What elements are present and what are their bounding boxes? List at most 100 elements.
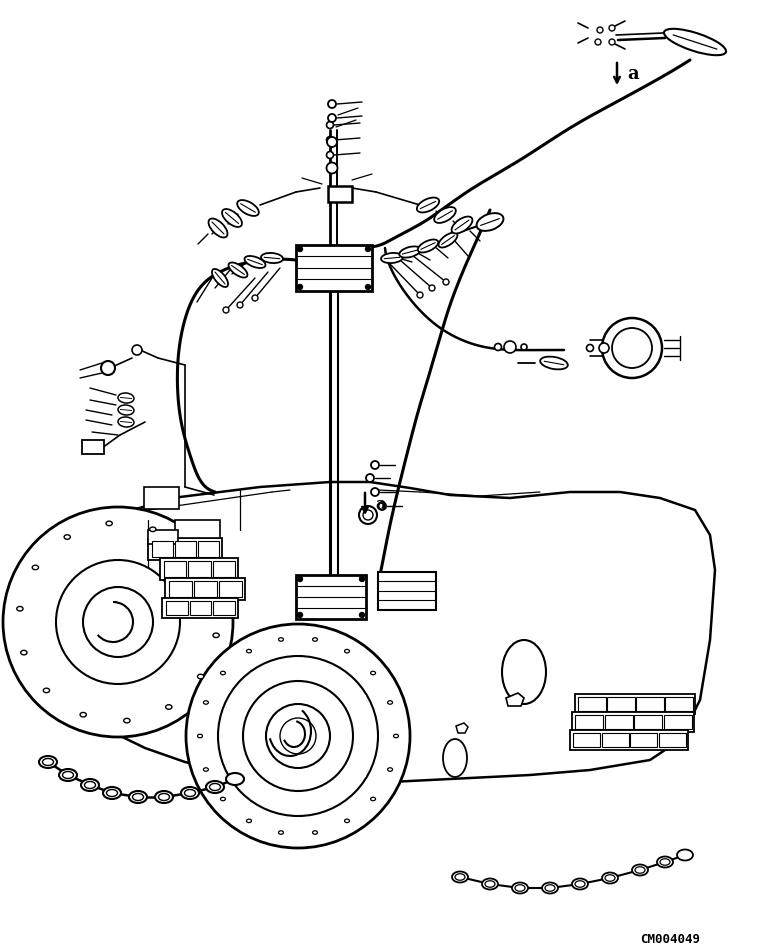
Ellipse shape xyxy=(439,233,457,248)
Bar xyxy=(190,601,211,615)
Bar xyxy=(572,712,694,732)
Ellipse shape xyxy=(540,357,568,369)
Bar xyxy=(175,520,220,538)
Circle shape xyxy=(429,285,435,291)
Bar xyxy=(160,558,238,580)
Circle shape xyxy=(327,137,334,143)
Circle shape xyxy=(366,474,374,482)
Circle shape xyxy=(371,488,379,496)
Ellipse shape xyxy=(129,791,147,803)
Ellipse shape xyxy=(210,784,221,791)
Circle shape xyxy=(504,341,516,353)
Bar xyxy=(604,715,632,729)
Circle shape xyxy=(237,302,243,308)
Ellipse shape xyxy=(212,269,228,287)
Ellipse shape xyxy=(313,638,317,642)
Text: a: a xyxy=(627,65,639,83)
Ellipse shape xyxy=(132,793,143,801)
Bar xyxy=(296,575,366,619)
Circle shape xyxy=(328,100,336,108)
Ellipse shape xyxy=(228,263,248,277)
Ellipse shape xyxy=(417,197,439,213)
Ellipse shape xyxy=(118,417,134,427)
Ellipse shape xyxy=(664,28,726,55)
Ellipse shape xyxy=(80,713,87,716)
Ellipse shape xyxy=(261,253,283,263)
Circle shape xyxy=(101,361,115,375)
Ellipse shape xyxy=(452,871,468,883)
Bar xyxy=(162,598,238,618)
Text: CM004049: CM004049 xyxy=(640,933,700,946)
Ellipse shape xyxy=(63,772,74,778)
Circle shape xyxy=(132,345,142,355)
Circle shape xyxy=(359,576,365,582)
Ellipse shape xyxy=(213,633,219,638)
Ellipse shape xyxy=(660,859,670,865)
Circle shape xyxy=(609,25,615,31)
Ellipse shape xyxy=(393,735,399,737)
Ellipse shape xyxy=(512,883,528,894)
Ellipse shape xyxy=(221,797,225,801)
Circle shape xyxy=(602,318,662,378)
Ellipse shape xyxy=(118,405,134,415)
Bar xyxy=(663,715,691,729)
Ellipse shape xyxy=(209,589,215,594)
Polygon shape xyxy=(82,482,715,782)
Circle shape xyxy=(521,344,527,350)
Ellipse shape xyxy=(222,209,242,227)
Ellipse shape xyxy=(237,200,259,216)
Bar xyxy=(570,730,688,750)
Bar xyxy=(164,561,187,577)
Circle shape xyxy=(327,121,334,128)
Ellipse shape xyxy=(418,239,438,252)
Ellipse shape xyxy=(208,218,228,237)
Bar xyxy=(148,538,222,560)
Circle shape xyxy=(223,307,229,313)
Ellipse shape xyxy=(279,638,283,642)
Ellipse shape xyxy=(434,207,456,223)
Ellipse shape xyxy=(226,773,244,785)
Ellipse shape xyxy=(482,879,498,889)
Ellipse shape xyxy=(166,705,172,709)
Circle shape xyxy=(365,285,371,289)
Ellipse shape xyxy=(204,700,208,704)
Ellipse shape xyxy=(204,768,208,772)
Ellipse shape xyxy=(64,535,70,539)
Ellipse shape xyxy=(399,247,421,257)
Ellipse shape xyxy=(84,781,95,789)
Bar xyxy=(630,733,657,747)
Circle shape xyxy=(612,328,652,368)
Ellipse shape xyxy=(515,884,525,891)
Circle shape xyxy=(83,587,153,657)
Ellipse shape xyxy=(451,216,472,233)
Bar xyxy=(148,530,178,544)
Circle shape xyxy=(297,285,303,289)
Ellipse shape xyxy=(247,649,252,653)
Bar xyxy=(82,440,104,454)
Circle shape xyxy=(3,507,233,737)
Circle shape xyxy=(495,344,502,350)
Ellipse shape xyxy=(43,688,50,693)
Circle shape xyxy=(378,502,386,510)
Circle shape xyxy=(243,681,353,791)
Ellipse shape xyxy=(184,790,196,796)
Circle shape xyxy=(328,114,336,122)
Circle shape xyxy=(443,279,449,285)
Bar xyxy=(378,572,436,610)
Polygon shape xyxy=(506,693,524,706)
Ellipse shape xyxy=(545,884,555,891)
Ellipse shape xyxy=(602,872,618,884)
Ellipse shape xyxy=(107,790,118,796)
Circle shape xyxy=(609,39,615,45)
Ellipse shape xyxy=(33,566,39,569)
Ellipse shape xyxy=(39,756,57,768)
Bar xyxy=(575,715,603,729)
Bar xyxy=(219,581,242,597)
Bar xyxy=(165,578,245,600)
Bar xyxy=(634,715,662,729)
Circle shape xyxy=(266,704,330,768)
Ellipse shape xyxy=(279,830,283,834)
Circle shape xyxy=(597,27,603,33)
Bar xyxy=(573,733,600,747)
Circle shape xyxy=(56,560,180,684)
